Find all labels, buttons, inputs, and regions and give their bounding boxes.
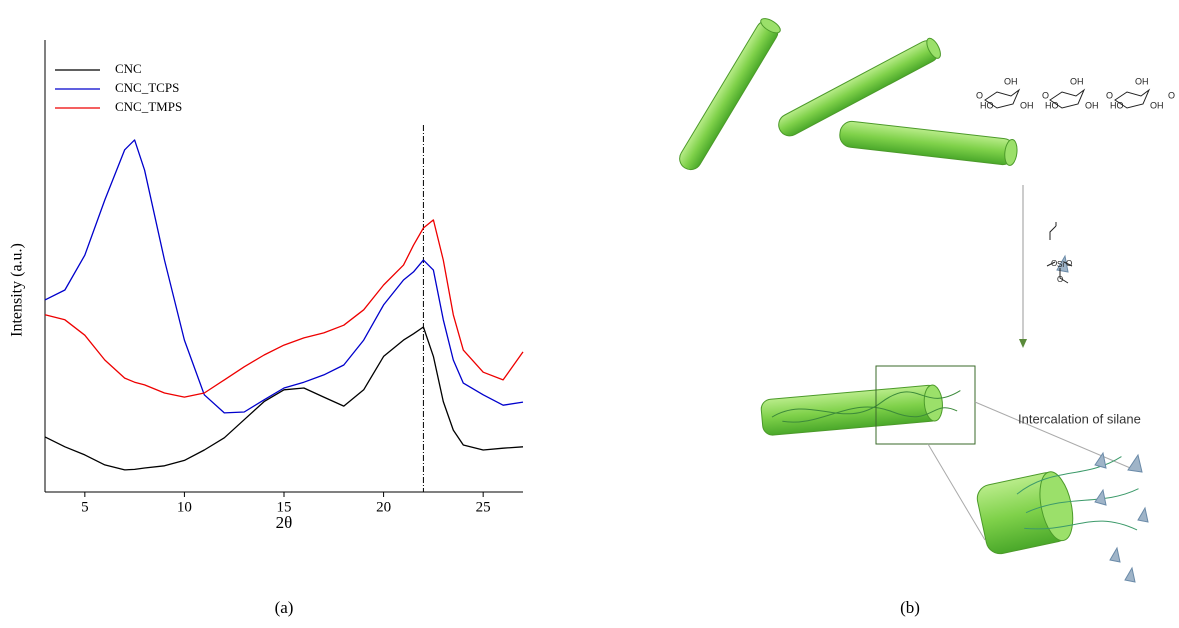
chem-label: OH [1085,100,1099,110]
silane-structure: O Si O O [1046,222,1072,284]
panel-label: (a) [275,598,294,617]
x-tick-label: 20 [376,499,391,515]
y-axis-label: Intensity (a.u.) [9,243,26,337]
legend-label: CNC_TMPS [115,99,182,114]
zoomed-nanocrystal [976,456,1139,555]
plot-area: 5 10 15 20 25 CNC CNC_TCPS CNC_TMPS [44,61,524,515]
modified-nanocrystal [760,384,961,436]
chem-label: Si [1057,260,1064,269]
zoom-line [974,401,1136,471]
annotation: Intercalation of silane [1018,411,1141,426]
x-tick-label: 10 [177,499,192,515]
chem-label: OH [1150,100,1164,110]
zoom-line [927,443,986,541]
series-line [44,326,524,471]
nanocrystal [679,18,781,171]
chem-label: HO [980,100,994,110]
legend-label: CNC_TCPS [115,80,179,95]
chem-label: O [1051,259,1057,268]
diagram: OH OH OH HO HO HO OH OH OH O O O O O Si … [679,18,1175,617]
x-tick-label: 5 [81,499,89,515]
chem-label: O [1106,90,1113,100]
x-tick-label: 15 [277,499,292,515]
chem-label: O [1168,90,1175,100]
panel-label: (b) [900,598,920,617]
series-line [44,139,524,414]
chem-label: HO [1045,100,1059,110]
nanocrystal [778,37,941,137]
x-tick-label: 25 [476,499,491,515]
chem-label: OH [1004,76,1018,86]
arrow-head [1019,339,1027,348]
series-line [44,219,524,398]
nanocrystal [839,120,1018,166]
chem-label: HO [1110,100,1124,110]
x-axis-label: 2θ [276,513,293,532]
zoom-box [875,365,976,445]
chem-label: O [976,90,983,100]
chem-label: O [1066,259,1072,268]
chem-label: OH [1020,100,1034,110]
chem-label: O [1042,90,1049,100]
legend-label: CNC [115,61,142,76]
chem-label: OH [1070,76,1084,86]
chem-label: O [1057,275,1063,284]
cellulose-structure: OH OH OH HO HO HO OH OH OH O O O O [976,76,1175,110]
chem-label: OH [1135,76,1149,86]
